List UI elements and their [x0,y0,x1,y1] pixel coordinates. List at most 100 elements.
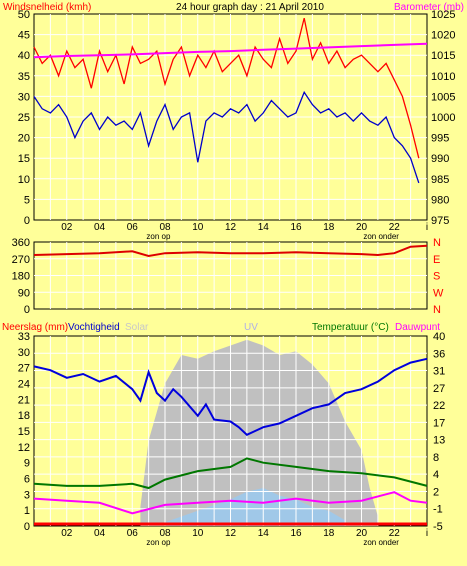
barometer-right-axis: 975 980 985 990 995 1000 1005 1010 1015 1020 1025 [431,9,455,227]
temperature-tick-label: 8 [433,452,439,464]
humidity-tick-label: 33 [18,331,30,343]
x-tick-label: 12 [225,528,237,539]
wind-tick-label: 0 [24,215,30,227]
sunset-label: zon onder [363,538,399,547]
barometer-tick-label: 1025 [431,9,455,21]
wind-tick-label: 35 [18,71,30,83]
x-tick-label: 10 [192,222,204,233]
graph-title: 24 hour graph day : 21 April 2010 [176,2,324,13]
barometer-tick-label: 990 [431,153,449,165]
humidity-label: Vochtigheid [68,322,120,333]
temperature-tick-label: 40 [433,331,445,343]
humidity-series [33,357,428,526]
barometer-tick-label: 980 [431,194,449,206]
x-tick-label: 06 [127,528,139,539]
uv-area [165,488,346,526]
humidity-tick-label: 12 [18,442,30,454]
direction-tick-label: 270 [12,254,30,266]
x-axis-bottom: 02 04 06 08 10 12 14 16 18 20 22 i zon op zon onder [61,528,428,547]
wind-tick-label: 5 [24,194,30,206]
x-tick-label: i [426,222,428,233]
barometer-tick-label: 1005 [431,91,455,103]
humidity-tick-label: 24 [18,379,30,391]
solar-area [140,339,378,526]
x-tick-label: 16 [290,222,302,233]
wind-tick-label: 25 [18,112,30,124]
x-tick-label: 16 [290,528,302,539]
humidity-tick-label: 15 [18,426,30,438]
x-tick-label: 06 [127,222,139,233]
x-tick-label: 14 [258,528,270,539]
temperature-tick-label: 27 [433,383,445,395]
wind-direction-line [33,244,428,258]
direction-left-axis: 0 90 180 270 360 [12,237,30,316]
temperature-tick-label: 4 [433,469,439,481]
wind-axis-title: Windsnelheid (kmh) [3,2,91,13]
humidity-grid [34,336,427,526]
temperature-tick-label: 31 [433,366,445,378]
compass-tick-label: E [433,254,440,266]
x-tick-label: 02 [61,528,73,539]
temperature-tick-label: 22 [433,400,445,412]
wind-tick-label: 10 [18,174,30,186]
sunrise-label: zon op [146,232,171,241]
wind-tick-label: 20 [18,133,30,145]
wind-tick-label: 40 [18,50,30,62]
barometer-tick-label: 1020 [431,30,455,42]
precip-label: Neerslag (mm) [2,322,68,333]
x-tick-label: 18 [323,528,335,539]
temperature-tick-label: 17 [433,417,445,429]
temperature-line [33,457,428,490]
direction-tick-label: 180 [12,271,30,283]
temperature-tick-label: 13 [433,435,445,447]
barometer-line [33,42,428,59]
x-tick-label: 08 [159,528,171,539]
x-tick-label: 18 [323,222,335,233]
x-tick-label: i [426,528,428,539]
wind-tick-label: 30 [18,91,30,103]
temperature-tick-label: 2 [433,486,439,498]
dewpoint-line [33,491,428,515]
wind-tick-label: 50 [18,9,30,21]
temperature-label: Temperatuur (°C) [312,322,389,333]
x-tick-label: 04 [94,222,106,233]
temperature-tick-label: -1 [433,504,443,516]
wind-tick-label: 45 [18,30,30,42]
sunrise-label: zon op [146,538,171,547]
x-tick-label: 04 [94,528,106,539]
x-tick-label: 22 [389,222,401,233]
humidity-tick-label: 18 [18,410,30,422]
solar-label: Solar [125,322,149,333]
barometer-tick-label: 1015 [431,50,455,62]
x-tick-label: 02 [61,222,73,233]
humidity-tick-label: 21 [18,394,30,406]
uv-label: UV [244,322,258,333]
dewpoint-label: Dauwpunt [395,322,440,333]
barometer-tick-label: 1010 [431,71,455,83]
temperature-right-axis: -5 -1 2 4 8 13 17 22 27 31 36 40 [433,331,445,533]
temperature-tick-label: 36 [433,348,445,360]
direction-series [33,244,428,258]
humidity-tick-label: 9 [24,458,30,470]
wind-series [33,17,428,184]
barometer-tick-label: 995 [431,133,449,145]
x-tick-label: 20 [356,222,368,233]
barometer-axis-title: Barometer (mb) [394,2,464,13]
direction-tick-label: 360 [12,237,30,249]
solar-uv-fill [140,339,378,526]
x-tick-label: 20 [356,528,368,539]
wind-average-line [33,90,420,184]
x-tick-label: 10 [192,528,204,539]
barometer-tick-label: 1000 [431,112,455,124]
wind-gust-line [33,17,420,159]
x-tick-label: 14 [258,222,270,233]
humidity-tick-label: 3 [24,489,30,501]
humidity-line [33,357,428,436]
compass-tick-label: N [433,304,441,316]
humidity-tick-label: 1 [24,505,30,517]
x-tick-label: 12 [225,222,237,233]
